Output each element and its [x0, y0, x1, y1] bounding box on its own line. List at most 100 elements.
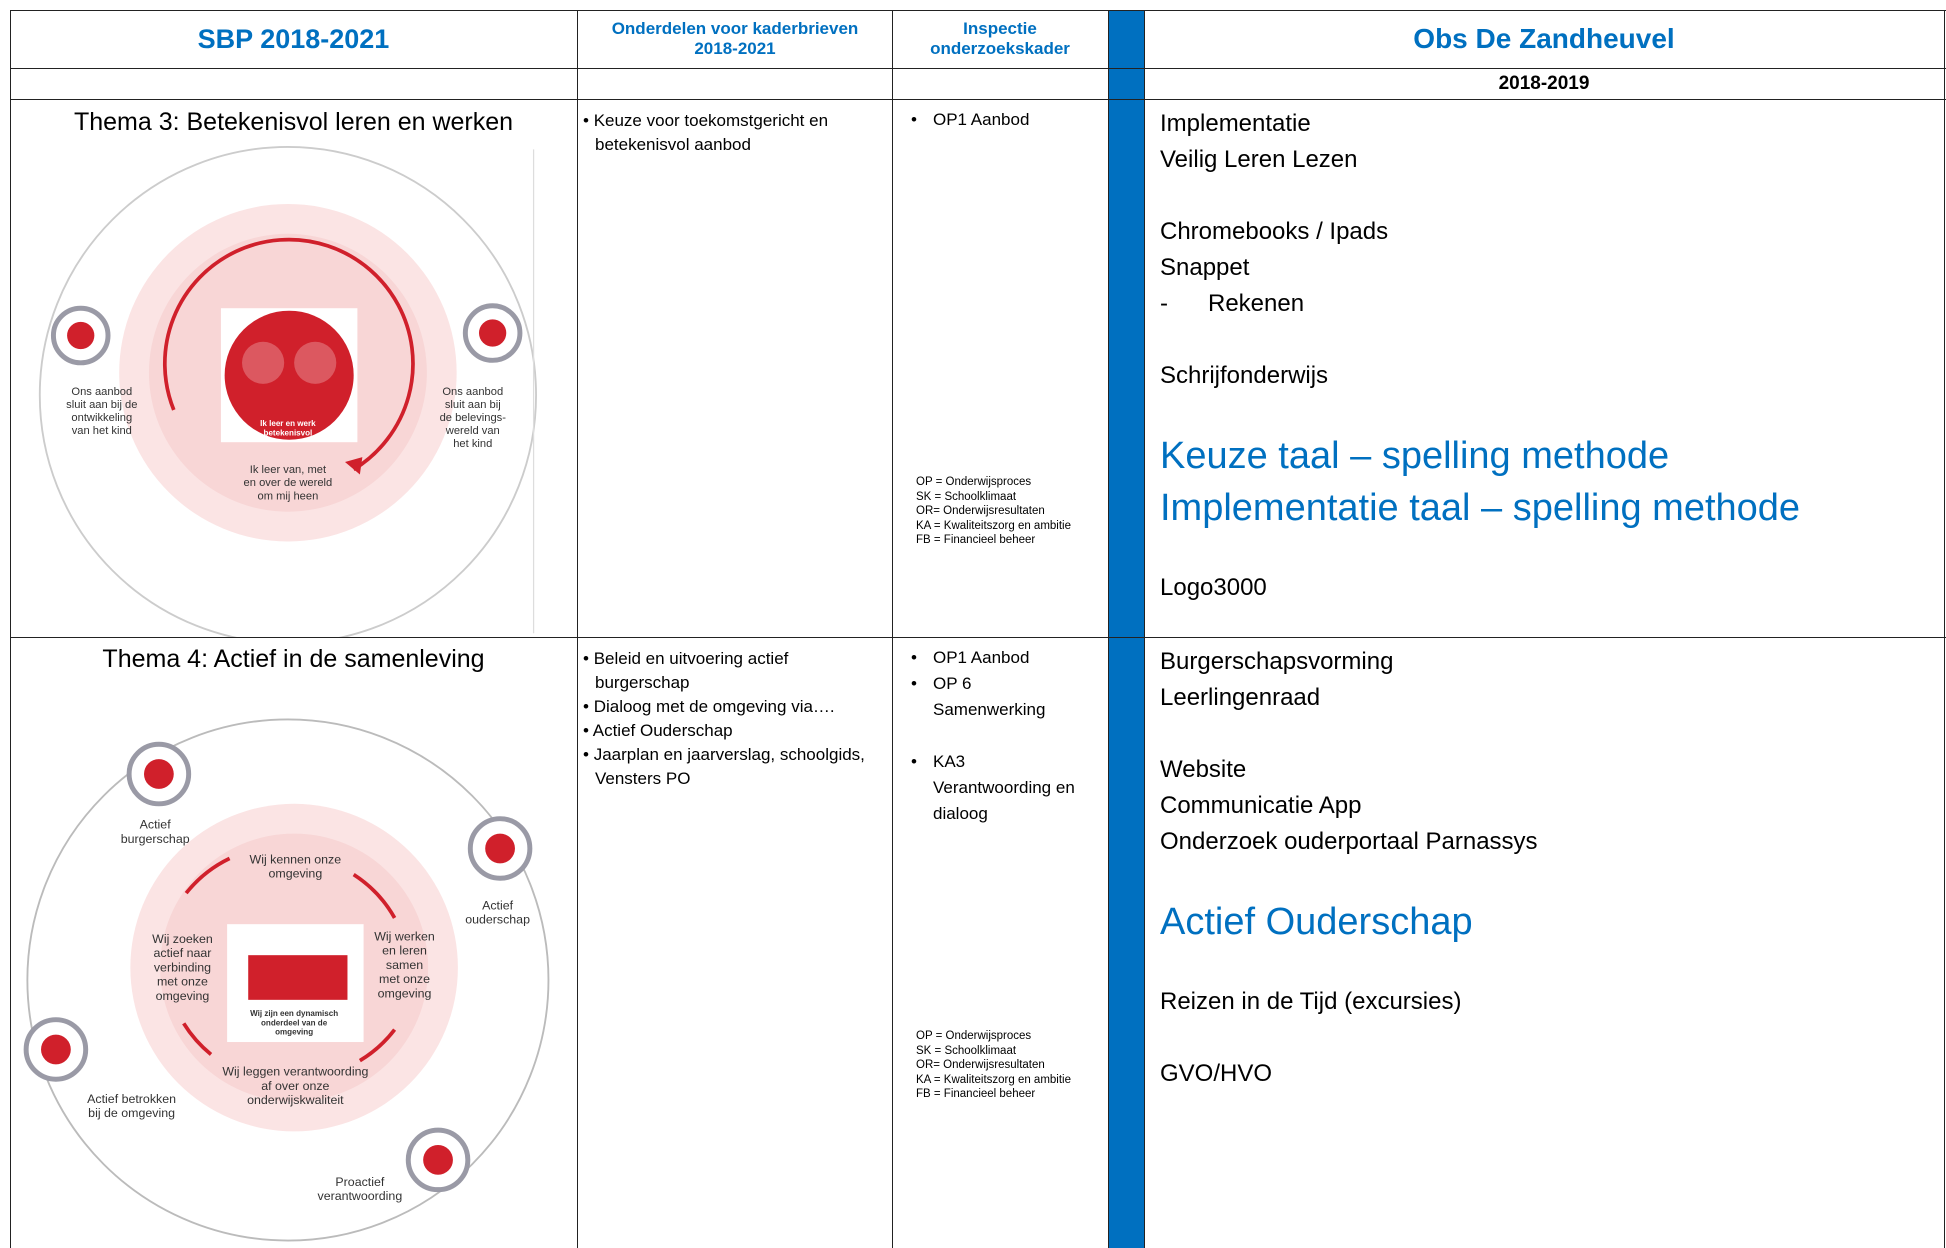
plan-line: Snappet [1160, 254, 1250, 281]
rule [10, 10, 1946, 11]
diagram-label: omgeving [156, 989, 210, 1003]
diagram-label: Ons aanbod [442, 386, 503, 398]
diagram-center-label: omgeving [275, 1028, 313, 1037]
outer-ring [26, 718, 550, 1242]
legend-item: FB = Financieel beheer [916, 534, 1036, 546]
plan-block: Logo3000 [1160, 570, 1940, 606]
diagram-label: verbinding [154, 960, 211, 974]
plan-line: Implementatie taal – spelling methode [1160, 487, 1801, 529]
diagram-label: verantwoording [318, 1189, 403, 1203]
legend-item: FB = Financieel beheer [916, 1088, 1036, 1100]
arrow-arc [162, 237, 415, 472]
diagram-label: bij de omgeving [88, 1106, 175, 1120]
diagram-label: Wij werken [374, 929, 435, 943]
icon-glyph [423, 1145, 453, 1175]
header-cell: Obs De Zandheuvel [1413, 23, 1675, 54]
diagram-label: met onze [379, 972, 430, 986]
plan-line: Onderzoek ouderportaal Parnassys [1160, 828, 1538, 855]
diagram-label: met onze [157, 975, 208, 989]
diagram-label: Ons aanbod [71, 386, 132, 398]
theme-title: Thema 3: Betekenisvol leren en werken [73, 108, 514, 136]
diagram-label: af over onze [261, 1079, 329, 1093]
kid-head [294, 341, 337, 384]
rule [10, 99, 1946, 100]
diagram-label: om mij heen [258, 490, 319, 502]
plan-block: Reizen in de Tijd (excursies) [1160, 984, 1940, 1020]
diagram-label: Proactief [335, 1175, 384, 1189]
plan-cell: Implementatie Veilig Leren Lezen Chromeboo… [1160, 106, 1940, 642]
inspectie-group: KA3 Verantwoording en dialoog [895, 749, 1085, 827]
plan-line: Veilig Leren Lezen [1160, 146, 1358, 173]
icon-glyph [478, 319, 507, 347]
plan-line: GVO/HVO [1160, 1060, 1273, 1087]
plan-block: Chromebooks / Ipads Snappet Rekenen [1160, 214, 1940, 322]
diagram-label: Ik leer van, met [250, 464, 327, 476]
plan-line: Actief Ouderschap [1160, 901, 1473, 943]
legend: OP = Onderwijsproces SK = Schoolklimaat OR… [916, 1029, 1071, 1102]
diagram-label: Wij kennen onze [250, 852, 342, 866]
arrow-arc [182, 1022, 213, 1056]
plan-line: Website [1160, 756, 1247, 783]
legend-item: OP = Onderwijsproces [916, 476, 1032, 488]
diagram-label: sluit aan bij [445, 399, 501, 411]
diagram-center-label: onderdeel van de [261, 1018, 328, 1027]
diagram-center-label: Ik leer en werk [260, 419, 316, 428]
onderdeel-item: Actief Ouderschap [583, 719, 883, 743]
diagram-label: de belevings- [440, 412, 507, 424]
header-cell: SBP 2018-2021 [197, 23, 390, 54]
icon-glyph [67, 321, 95, 350]
icon-glyph [143, 759, 174, 789]
inspectie-item: OP 6 Samenwerking [895, 671, 1085, 723]
legend: OP = Onderwijsproces SK = Schoolklimaat OR… [916, 475, 1071, 548]
plan-line: Communicatie App [1160, 792, 1362, 819]
rule [1944, 10, 1945, 1248]
arrow-arc [184, 856, 231, 895]
rule [10, 637, 1946, 638]
plan-line: Chromebooks / Ipads [1160, 218, 1389, 245]
plan-block: Website Communicatie App Onderzoek ouderpo… [1160, 752, 1940, 860]
diagram-label: burgerschap [121, 832, 190, 846]
blue-column [1108, 10, 1144, 1248]
inspectie-cell: OP1 Aanbod [895, 107, 1085, 159]
rule [10, 10, 11, 1248]
plan-line: Leerlingenraad [1160, 684, 1321, 711]
rule [10, 68, 1946, 69]
diagram-label: onderwijskwaliteit [247, 1093, 344, 1107]
onderdeel-item: Keuze voor toekomstgericht en betekenisv… [583, 109, 883, 157]
building [248, 955, 348, 1000]
onderdelen-cell: Keuze voor toekomstgericht en betekenisv… [583, 109, 883, 157]
legend-item: OP = Onderwijsproces [916, 1030, 1032, 1042]
icon-glyph [485, 833, 515, 864]
diagram-label: ontwikkeling [71, 412, 132, 424]
diagram-label: Actief [482, 898, 514, 912]
center-disc [224, 310, 354, 440]
plan-line: Schrijfonderwijs [1160, 362, 1329, 389]
inspectie-item: OP1 Aanbod [895, 645, 1085, 671]
plan-block: Schrijfonderwijs [1160, 358, 1940, 394]
theme-title: Thema 4: Actief in de samenleving [102, 645, 485, 673]
icon-glyph [41, 1034, 71, 1065]
diagram-center-label: Wij zijn een dynamisch [250, 1009, 338, 1018]
plan-block: Actief Ouderschap [1160, 896, 1940, 948]
inspectie-group: OP1 Aanbod [895, 107, 1085, 133]
plan-line: Keuze taal – spelling methode [1160, 435, 1670, 477]
year-cell: 2018-2019 [1498, 72, 1590, 94]
onderdelen-cell: Beleid en uitvoering actief burgerschapD… [583, 647, 883, 791]
diagram-label: en over de wereld [244, 477, 333, 489]
onderdeel-item: Beleid en uitvoering actief burgerschap [583, 647, 883, 695]
outer-ring [38, 146, 537, 637]
header-cell: Onderdelen voor kaderbrieven 2018-2021 [611, 19, 859, 58]
diagram-label: ouderschap [465, 913, 530, 927]
inspectie-item: KA3 Verantwoording en dialoog [895, 749, 1085, 827]
rule [892, 10, 893, 1248]
arrow-head [344, 457, 363, 475]
legend-item: OR= Onderwijsresultaten [916, 1059, 1045, 1071]
diagram-label: samen [386, 958, 423, 972]
plan-block: Burgerschapsvorming Leerlingenraad [1160, 644, 1940, 716]
diagram-label: van het kind [72, 425, 132, 437]
header-cell: Inspectie onderzoekskader [930, 19, 1070, 58]
onderdeel-item: Dialoog met de omgeving via…. [583, 695, 883, 719]
arrow-arc [352, 872, 397, 919]
